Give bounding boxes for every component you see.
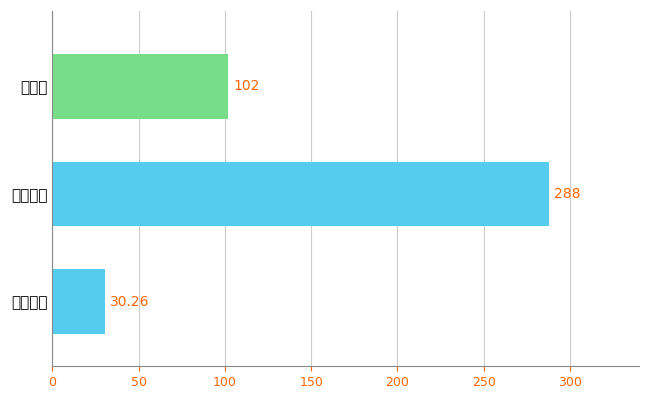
Text: 30.26: 30.26	[110, 295, 150, 309]
Text: 288: 288	[554, 187, 581, 201]
Text: 102: 102	[233, 80, 260, 94]
Bar	[53, 162, 549, 226]
Bar	[53, 269, 105, 334]
Bar	[53, 54, 228, 119]
